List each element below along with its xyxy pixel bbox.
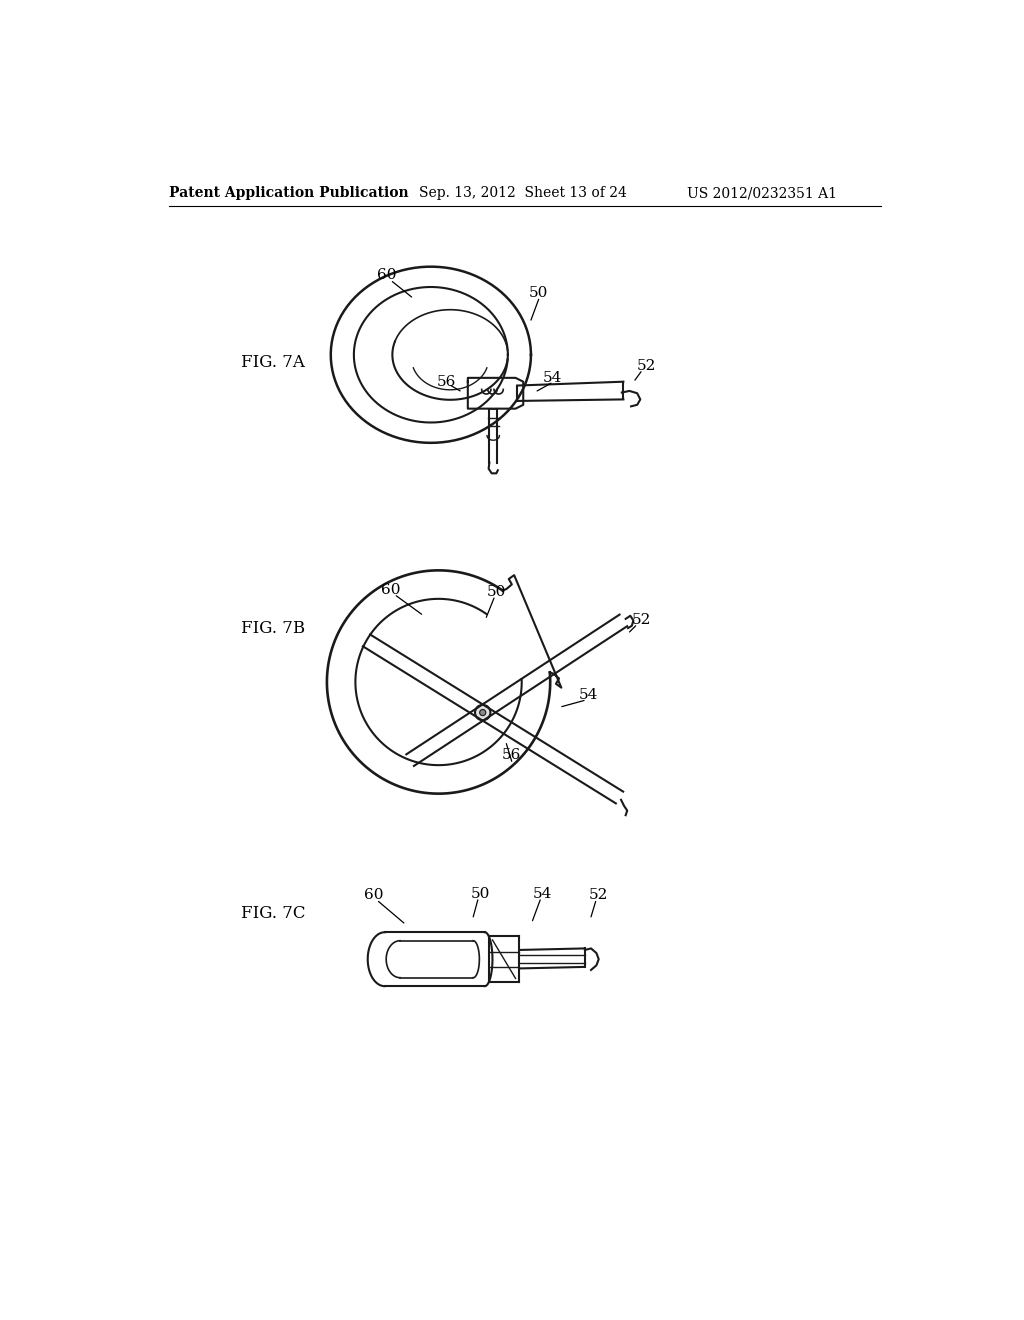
Text: 52: 52 — [637, 359, 656, 374]
Text: 52: 52 — [632, 614, 651, 627]
Text: 50: 50 — [486, 585, 506, 599]
Text: 52: 52 — [589, 888, 608, 903]
Circle shape — [475, 705, 490, 721]
Text: Patent Application Publication: Patent Application Publication — [169, 186, 409, 201]
Text: US 2012/0232351 A1: US 2012/0232351 A1 — [687, 186, 837, 201]
Text: 56: 56 — [436, 375, 456, 388]
Text: 60: 60 — [365, 888, 384, 903]
Text: FIG. 7B: FIG. 7B — [241, 619, 305, 636]
Circle shape — [479, 709, 485, 715]
Text: 60: 60 — [381, 582, 400, 597]
Text: 50: 50 — [529, 286, 548, 300]
Text: 54: 54 — [579, 688, 598, 702]
Text: 54: 54 — [532, 887, 552, 900]
Text: 50: 50 — [471, 887, 490, 900]
Text: 60: 60 — [377, 268, 396, 282]
Text: 54: 54 — [543, 371, 562, 385]
Text: Sep. 13, 2012  Sheet 13 of 24: Sep. 13, 2012 Sheet 13 of 24 — [419, 186, 627, 201]
Text: FIG. 7A: FIG. 7A — [241, 354, 304, 371]
Text: 56: 56 — [502, 748, 521, 762]
Text: FIG. 7C: FIG. 7C — [241, 904, 305, 921]
